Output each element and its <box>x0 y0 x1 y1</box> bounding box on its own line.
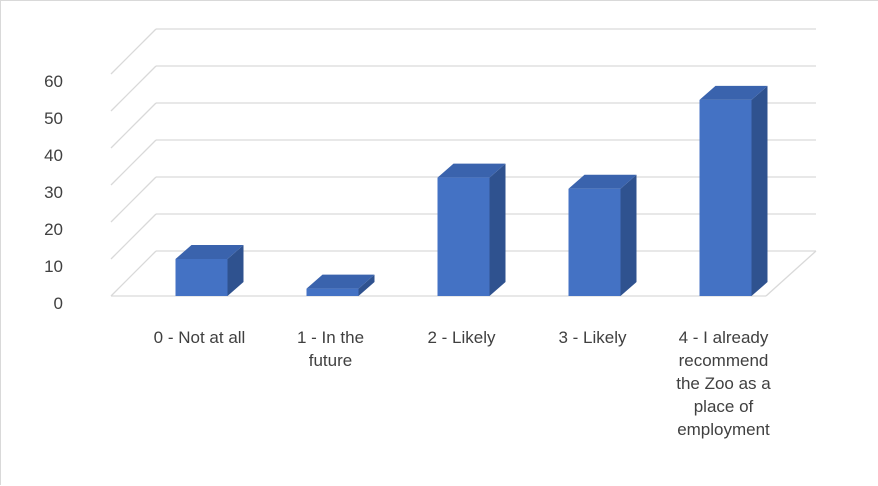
bar-front <box>568 188 621 296</box>
x-category-label: 1 - In the future <box>297 328 364 370</box>
bar-top <box>568 174 637 189</box>
x-category-label-line: 4 - I already <box>679 328 769 347</box>
y-tick-label: 40 <box>44 146 63 165</box>
bar-top <box>699 85 768 100</box>
bar <box>175 245 244 296</box>
bar-front <box>306 288 359 296</box>
bar-side <box>489 163 506 296</box>
x-category-label-line: 0 - Not at all <box>154 328 246 347</box>
x-category-label-line: place of <box>694 397 754 416</box>
bars <box>175 85 768 297</box>
x-category-label-line: 1 - In the <box>297 328 364 347</box>
bar <box>699 85 768 297</box>
bar-top <box>175 245 244 259</box>
y-tick-label: 50 <box>44 109 63 128</box>
gridline-side <box>110 28 157 75</box>
bar-side <box>620 174 637 296</box>
bar-front <box>175 259 228 296</box>
gridline-side <box>110 213 157 260</box>
bar-side <box>358 274 375 296</box>
x-category-label-line: 3 - Likely <box>558 328 627 347</box>
bar-side <box>227 245 244 296</box>
bar-top <box>306 274 375 289</box>
x-category-label-line: future <box>309 351 352 370</box>
gridline-side <box>110 250 157 297</box>
x-category-label: 0 - Not at all <box>154 328 246 347</box>
bar-front <box>699 99 752 297</box>
gridline-side <box>110 65 157 112</box>
gridline-side <box>110 176 157 223</box>
x-category-label-line: recommend <box>679 351 769 370</box>
gridline-side <box>110 139 157 186</box>
x-category-label-line: 2 - Likely <box>427 328 496 347</box>
bar <box>306 274 375 296</box>
bar <box>568 174 637 296</box>
y-tick-label: 10 <box>44 257 63 276</box>
y-tick-label: 20 <box>44 220 63 239</box>
floor-side-edge <box>765 250 817 297</box>
gridline-side <box>110 102 157 149</box>
y-axis: 0 10 20 30 40 50 60 <box>44 72 63 313</box>
y-tick-label: 30 <box>44 183 63 202</box>
bar-side <box>751 85 768 297</box>
x-category-label-line: employment <box>677 420 770 439</box>
y-tick-label: 0 <box>54 294 63 313</box>
x-category-label-line: the Zoo as a <box>676 374 771 393</box>
y-tick-label: 60 <box>44 72 63 91</box>
bar-front <box>437 177 490 296</box>
bar-top <box>437 163 506 178</box>
x-axis: 0 - Not at all 1 - In the future 2 - Likely… <box>154 328 772 439</box>
x-category-label: 4 - I already recommend the Zoo as a place … <box>676 328 771 439</box>
x-category-label: 2 - Likely <box>427 328 496 347</box>
bar <box>437 163 506 296</box>
x-category-label: 3 - Likely <box>558 328 627 347</box>
